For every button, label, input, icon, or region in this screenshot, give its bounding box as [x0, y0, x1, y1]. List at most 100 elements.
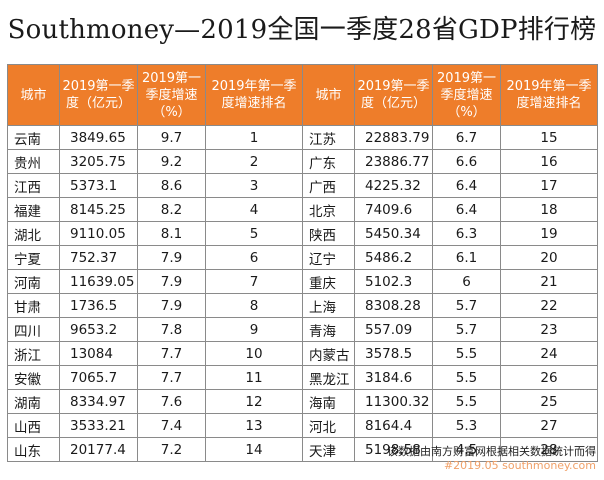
right-growth-cell: 5.7: [432, 317, 501, 342]
right-gdp-cell: 5450.34: [354, 221, 433, 246]
table-row: 湖北 9110.05 8.1 5 陕西 5450.34 6.3 19: [7, 221, 598, 246]
right-growth-cell: 5.5: [432, 389, 501, 414]
header-gdp-right: 2019第一季度（亿元）: [354, 64, 433, 126]
right-gdp-cell: 557.09: [354, 317, 433, 342]
left-name-cell: 湖南: [7, 389, 60, 414]
table-row: 贵州 3205.75 9.2 2 广东 23886.77 6.6 16: [7, 149, 598, 174]
right-rank-cell: 22: [500, 293, 598, 318]
right-name-cell: 天津: [302, 437, 355, 462]
left-growth-cell: 8.6: [137, 173, 206, 198]
table-row: 福建 8145.25 8.2 4 北京 7409.6 6.4 18: [7, 197, 598, 222]
right-name-cell: 河北: [302, 413, 355, 438]
left-rank-cell: 14: [205, 437, 303, 462]
right-name-cell: 青海: [302, 317, 355, 342]
left-growth-cell: 7.6: [137, 389, 206, 414]
right-gdp-cell: 5102.3: [354, 269, 433, 294]
left-name-cell: 山西: [7, 413, 60, 438]
left-rank-cell: 12: [205, 389, 303, 414]
header-region-right: 城市: [302, 64, 355, 126]
right-name-cell: 广西: [302, 173, 355, 198]
right-rank-cell: 19: [500, 221, 598, 246]
left-name-cell: 湖北: [7, 221, 60, 246]
table-row: 甘肃 1736.5 7.9 8 上海 8308.28 5.7 22: [7, 293, 598, 318]
right-rank-cell: 25: [500, 389, 598, 414]
table-row: 浙江 13084 7.7 10 内蒙古 3578.5 5.5 24: [7, 341, 598, 366]
left-gdp-cell: 7065.7: [59, 365, 138, 390]
right-rank-cell: 21: [500, 269, 598, 294]
left-growth-cell: 8.1: [137, 221, 206, 246]
right-gdp-cell: 23886.77: [354, 149, 433, 174]
left-gdp-cell: 20177.4: [59, 437, 138, 462]
left-rank-cell: 5: [205, 221, 303, 246]
watermark: #2019.05 southmoney.com: [443, 459, 596, 472]
header-region-left: 城市: [7, 64, 60, 126]
left-rank-cell: 4: [205, 197, 303, 222]
left-name-cell: 浙江: [7, 341, 60, 366]
right-rank-cell: 15: [500, 125, 598, 150]
right-gdp-cell: 5486.2: [354, 245, 433, 270]
right-rank-cell: 17: [500, 173, 598, 198]
left-gdp-cell: 752.37: [59, 245, 138, 270]
right-growth-cell: 6: [432, 269, 501, 294]
right-name-cell: 重庆: [302, 269, 355, 294]
right-name-cell: 江苏: [302, 125, 355, 150]
right-gdp-cell: 11300.32: [354, 389, 433, 414]
right-gdp-cell: 8164.4: [354, 413, 433, 438]
left-growth-cell: 7.9: [137, 293, 206, 318]
left-rank-cell: 9: [205, 317, 303, 342]
right-name-cell: 辽宁: [302, 245, 355, 270]
left-rank-cell: 8: [205, 293, 303, 318]
right-gdp-cell: 7409.6: [354, 197, 433, 222]
left-gdp-cell: 3205.75: [59, 149, 138, 174]
table-row: 江西 5373.1 8.6 3 广西 4225.32 6.4 17: [7, 173, 598, 198]
table-row: 四川 9653.2 7.8 9 青海 557.09 5.7 23: [7, 317, 598, 342]
left-growth-cell: 7.9: [137, 269, 206, 294]
left-gdp-cell: 8334.97: [59, 389, 138, 414]
right-growth-cell: 5.3: [432, 413, 501, 438]
left-growth-cell: 7.9: [137, 245, 206, 270]
left-name-cell: 四川: [7, 317, 60, 342]
table-row: 云南 3849.65 9.7 1 江苏 22883.79 6.7 15: [7, 125, 598, 150]
right-name-cell: 海南: [302, 389, 355, 414]
left-rank-cell: 3: [205, 173, 303, 198]
left-rank-cell: 7: [205, 269, 303, 294]
left-rank-cell: 11: [205, 365, 303, 390]
right-growth-cell: 6.3: [432, 221, 501, 246]
right-growth-cell: 6.6: [432, 149, 501, 174]
right-growth-cell: 5.5: [432, 341, 501, 366]
right-name-cell: 陕西: [302, 221, 355, 246]
left-name-cell: 河南: [7, 269, 60, 294]
right-rank-cell: 16: [500, 149, 598, 174]
right-growth-cell: 6.4: [432, 173, 501, 198]
right-gdp-cell: 4225.32: [354, 173, 433, 198]
right-name-cell: 黑龙江: [302, 365, 355, 390]
right-name-cell: 上海: [302, 293, 355, 318]
header-growth-right: 2019第一季度增速（%）: [432, 64, 501, 126]
right-rank-cell: 28: [500, 437, 598, 462]
right-rank-cell: 26: [500, 365, 598, 390]
left-gdp-cell: 11639.05: [59, 269, 138, 294]
left-growth-cell: 9.7: [137, 125, 206, 150]
left-name-cell: 安徽: [7, 365, 60, 390]
left-name-cell: 江西: [7, 173, 60, 198]
right-gdp-cell: 3578.5: [354, 341, 433, 366]
gdp-ranking-table: 城市 2019第一季度（亿元） 2019第一季度增速（%） 2019年第一季度增…: [7, 64, 598, 462]
left-name-cell: 甘肃: [7, 293, 60, 318]
right-rank-cell: 20: [500, 245, 598, 270]
left-growth-cell: 9.2: [137, 149, 206, 174]
table-header-row: 城市 2019第一季度（亿元） 2019第一季度增速（%） 2019年第一季度增…: [7, 64, 598, 126]
right-name-cell: 内蒙古: [302, 341, 355, 366]
table-row: 山西 3533.21 7.4 13 河北 8164.4 5.3 27: [7, 413, 598, 438]
right-growth-cell: 6.7: [432, 125, 501, 150]
left-name-cell: 福建: [7, 197, 60, 222]
right-gdp-cell: 3184.6: [354, 365, 433, 390]
right-rank-cell: 23: [500, 317, 598, 342]
right-growth-cell: 4.5: [432, 437, 501, 462]
left-gdp-cell: 13084: [59, 341, 138, 366]
left-name-cell: 云南: [7, 125, 60, 150]
left-gdp-cell: 1736.5: [59, 293, 138, 318]
table-row: 湖南 8334.97 7.6 12 海南 11300.32 5.5 25: [7, 389, 598, 414]
table-row: 宁夏 752.37 7.9 6 辽宁 5486.2 6.1 20: [7, 245, 598, 270]
left-name-cell: 宁夏: [7, 245, 60, 270]
left-growth-cell: 7.7: [137, 341, 206, 366]
